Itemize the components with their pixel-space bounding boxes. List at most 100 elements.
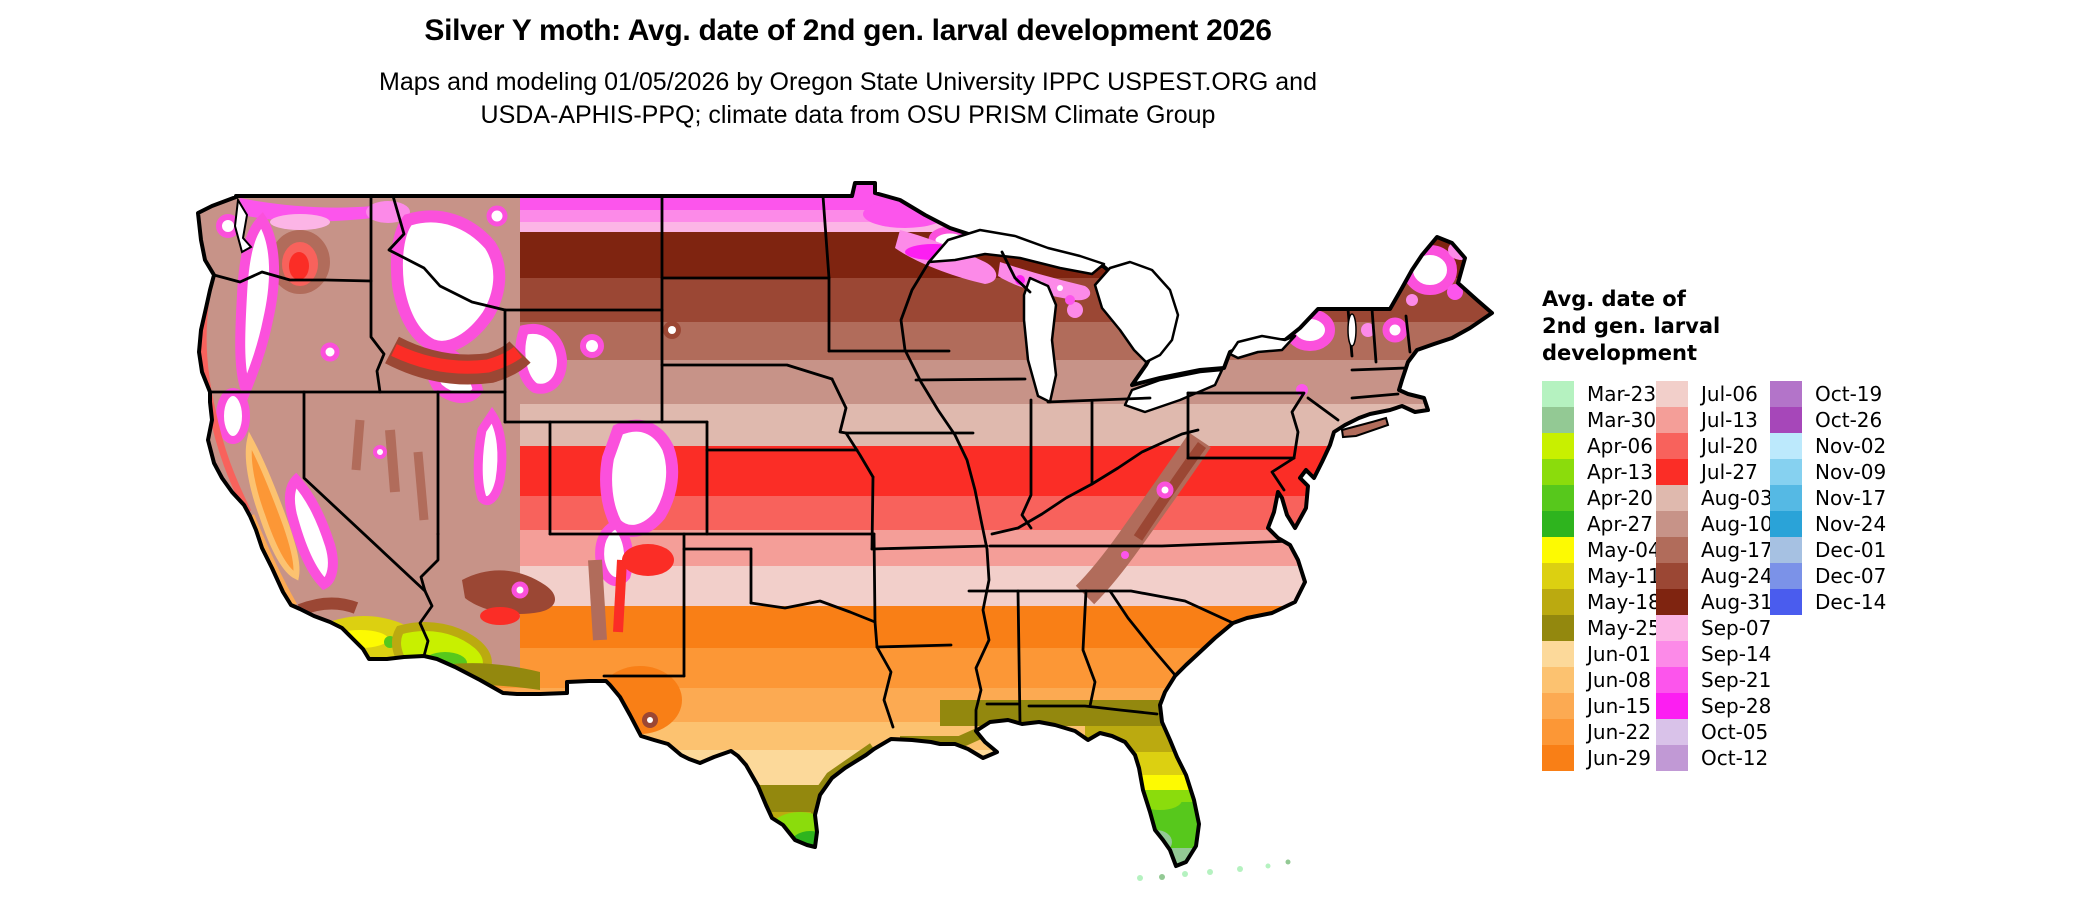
legend-item: Nov-02 xyxy=(1770,433,1886,459)
legend-title-line3: development xyxy=(1542,341,1697,365)
legend-label: May-11 xyxy=(1587,564,1661,588)
legend-label: Jun-01 xyxy=(1587,642,1651,666)
legend-label: Apr-06 xyxy=(1587,434,1653,458)
legend-item: Jul-27 xyxy=(1656,459,1770,485)
legend-item: Jun-22 xyxy=(1542,719,1656,745)
legend-item: Oct-12 xyxy=(1656,745,1770,771)
legend-label: Jul-20 xyxy=(1701,434,1758,458)
legend-label: Sep-07 xyxy=(1701,616,1772,640)
puget-sound xyxy=(233,196,253,254)
legend-swatch xyxy=(1542,693,1574,719)
legend-swatch xyxy=(1656,433,1688,459)
legend-label: Oct-26 xyxy=(1815,408,1883,432)
legend-item: Jun-29 xyxy=(1542,745,1656,771)
legend-label: Oct-12 xyxy=(1701,746,1769,770)
legend-item: May-18 xyxy=(1542,589,1661,615)
legend-swatch xyxy=(1656,641,1688,667)
legend-swatch xyxy=(1542,485,1574,511)
legend-label: Dec-01 xyxy=(1815,538,1887,562)
legend-label: Sep-21 xyxy=(1701,668,1772,692)
legend-label: Jun-29 xyxy=(1587,746,1651,770)
legend-item: Aug-24 xyxy=(1656,563,1773,589)
legend-label: Sep-28 xyxy=(1701,694,1772,718)
legend-label: May-18 xyxy=(1587,590,1661,614)
legend-label: Sep-14 xyxy=(1701,642,1772,666)
legend-title-line2: 2nd gen. larval xyxy=(1542,314,1721,338)
legend-label: Mar-23 xyxy=(1587,382,1657,406)
legend-swatch xyxy=(1656,537,1688,563)
legend-label: Jun-15 xyxy=(1587,694,1651,718)
legend-item: Aug-17 xyxy=(1656,537,1773,563)
legend-swatch xyxy=(1542,745,1574,771)
legend-swatch xyxy=(1656,693,1688,719)
legend-item: Nov-24 xyxy=(1770,511,1887,537)
legend-label: Jul-06 xyxy=(1701,382,1758,406)
legend-item: Sep-21 xyxy=(1656,667,1772,693)
legend-item: Dec-01 xyxy=(1770,537,1887,563)
legend-swatch xyxy=(1770,433,1802,459)
legend-item: Jun-08 xyxy=(1542,667,1656,693)
legend-item: Oct-19 xyxy=(1770,381,1884,407)
legend-label: Jun-08 xyxy=(1587,668,1651,692)
legend-swatch xyxy=(1542,667,1574,693)
legend-label: Aug-24 xyxy=(1701,564,1773,588)
legend-label: Nov-24 xyxy=(1815,512,1887,536)
legend-item: May-25 xyxy=(1542,615,1661,641)
legend-swatch xyxy=(1656,615,1688,641)
legend-swatch xyxy=(1770,485,1802,511)
legend-item: Apr-13 xyxy=(1542,459,1656,485)
legend-item: Apr-20 xyxy=(1542,485,1656,511)
lake-champlain xyxy=(1347,313,1357,347)
legend-item: Jul-20 xyxy=(1656,433,1770,459)
legend-item: Aug-03 xyxy=(1656,485,1773,511)
page-title: Silver Y moth: Avg. date of 2nd gen. lar… xyxy=(424,14,1272,47)
legend-swatch xyxy=(1770,537,1802,563)
legend-swatch xyxy=(1656,407,1688,433)
legend-item: Nov-17 xyxy=(1770,485,1887,511)
florida-keys xyxy=(1137,859,1291,881)
legend-label: Oct-19 xyxy=(1815,382,1883,406)
legend-item: Apr-27 xyxy=(1542,511,1656,537)
legend-swatch xyxy=(1542,719,1574,745)
legend-label: Aug-17 xyxy=(1701,538,1773,562)
legend-item: Sep-14 xyxy=(1656,641,1772,667)
legend-item: Jul-13 xyxy=(1656,407,1770,433)
state-borders xyxy=(208,194,1412,733)
legend-label: May-25 xyxy=(1587,616,1661,640)
legend-label: Jun-22 xyxy=(1587,720,1651,744)
legend-label: Aug-03 xyxy=(1701,486,1773,510)
legend-swatch xyxy=(1542,381,1574,407)
legend-item: Dec-14 xyxy=(1770,589,1887,615)
legend-item: Jul-06 xyxy=(1656,381,1770,407)
legend-column-1: Mar-23 Mar-30 Apr-06 Apr-13 Apr-20 Apr-27 May-… xyxy=(1542,381,1661,771)
legend-label: Jul-13 xyxy=(1701,408,1758,432)
legend-label: Aug-10 xyxy=(1701,512,1773,536)
legend-swatch xyxy=(1542,433,1574,459)
legend-item: Aug-10 xyxy=(1656,511,1773,537)
legend-label: Apr-13 xyxy=(1587,460,1653,484)
legend-item: Oct-26 xyxy=(1770,407,1884,433)
legend-label: Apr-20 xyxy=(1587,486,1653,510)
legend-swatch xyxy=(1656,719,1688,745)
legend-swatch xyxy=(1542,641,1574,667)
legend-title: Avg. date of 2nd gen. larval development xyxy=(1542,286,2082,367)
legend-swatch xyxy=(1656,563,1688,589)
map-subtitle-line2: USDA-APHIS-PPQ; climate data from OSU PR… xyxy=(480,101,1216,129)
legend-swatch xyxy=(1542,459,1574,485)
legend-column-3: Oct-19 Oct-26 Nov-02 Nov-09 Nov-17 Nov-24 Dec-… xyxy=(1770,381,1887,615)
legend-item: Apr-06 xyxy=(1542,433,1656,459)
legend-swatch xyxy=(1770,381,1802,407)
legend-item: Nov-09 xyxy=(1770,459,1886,485)
great-lakes xyxy=(927,228,1297,414)
legend-swatch xyxy=(1656,511,1688,537)
legend-label: Nov-17 xyxy=(1815,486,1887,510)
us-border-outline xyxy=(196,181,1494,868)
legend-item: Mar-30 xyxy=(1542,407,1656,433)
legend-swatch xyxy=(1770,511,1802,537)
legend-label: Dec-14 xyxy=(1815,590,1887,614)
legend-swatch xyxy=(1770,589,1802,615)
legend-item: Dec-07 xyxy=(1770,563,1886,589)
legend-swatch xyxy=(1542,407,1574,433)
